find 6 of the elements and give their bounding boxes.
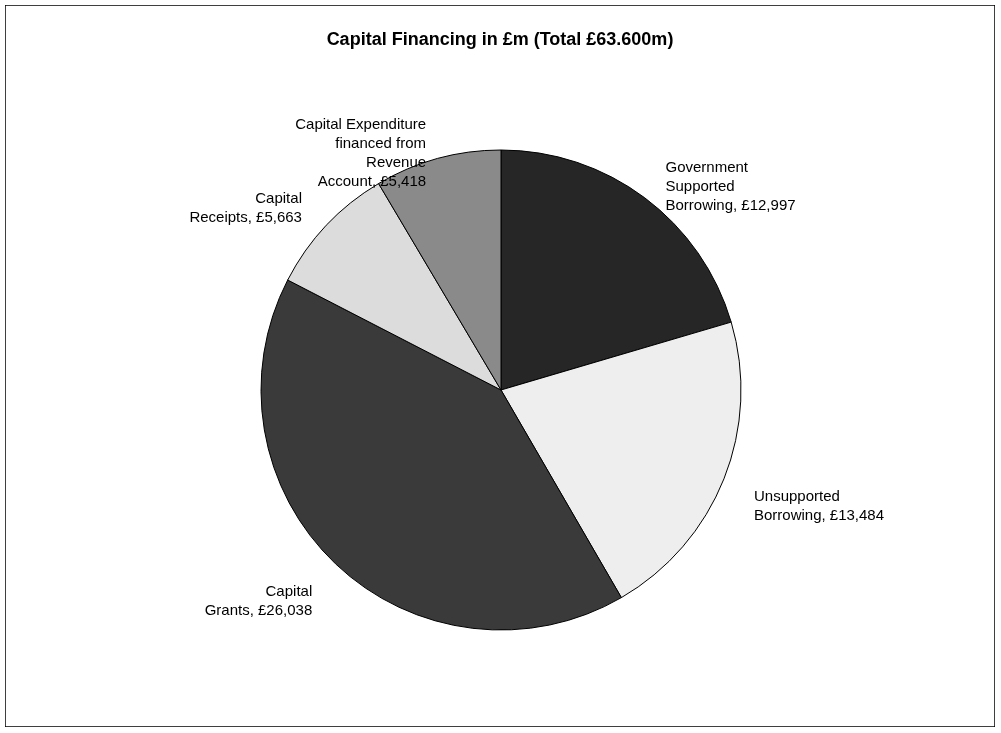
slice-label: Unsupported Borrowing, £13,484	[753, 487, 885, 524]
slice-label: Capital Receipts, £5,663	[189, 189, 302, 226]
slice-label: Capital Grants, £26,038	[204, 582, 313, 619]
slice-label: Capital Expenditure financed from Revenue Account, £5,418	[295, 114, 427, 189]
slice-label: Government Supported Borrowing, £12,997	[665, 158, 796, 214]
chart-title: Capital Financing in £m (Total £63.600m)	[326, 29, 674, 49]
